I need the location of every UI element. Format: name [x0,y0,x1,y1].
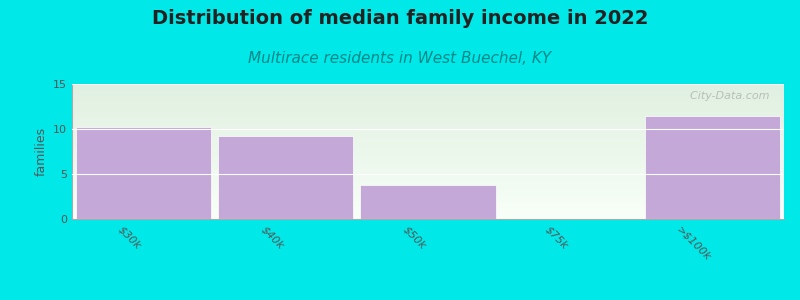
Y-axis label: families: families [34,127,47,176]
Text: Distribution of median family income in 2022: Distribution of median family income in … [152,9,648,28]
Bar [645,116,781,219]
Text: City-Data.com: City-Data.com [683,91,770,101]
Bar [360,185,496,219]
Bar [75,127,211,219]
Text: Multirace residents in West Buechel, KY: Multirace residents in West Buechel, KY [248,51,552,66]
Bar [218,136,354,219]
